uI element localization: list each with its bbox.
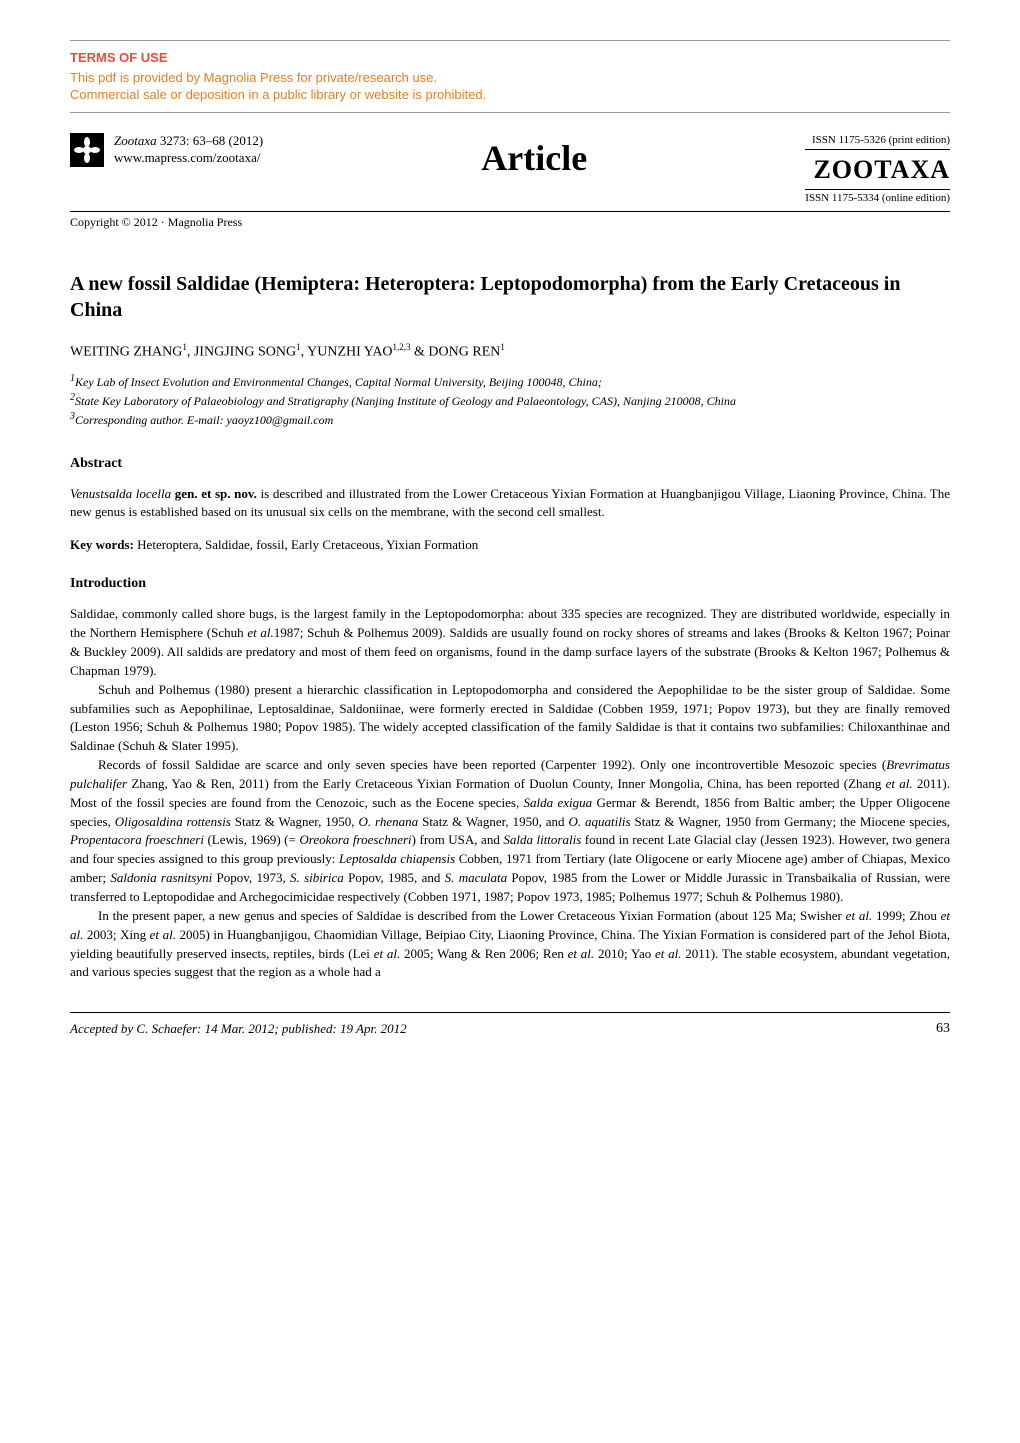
page-number: 63 [936, 1019, 950, 1039]
issn-online: ISSN 1175-5334 (online edition) [805, 189, 950, 206]
issn-print: ISSN 1175-5326 (print edition) [805, 133, 950, 150]
citation-info: Zootaxa 3273: 63–68 (2012) www.mapress.c… [114, 133, 263, 167]
abstract-heading: Abstract [70, 454, 950, 474]
journal-url: www.mapress.com/zootaxa/ [114, 150, 263, 167]
copyright-line: Copyright © 2012 · Magnolia Press [70, 211, 950, 231]
affiliation-1: 1Key Lab of Insect Evolution and Environ… [70, 372, 950, 391]
introduction-heading: Introduction [70, 574, 950, 594]
header-right: ISSN 1175-5326 (print edition) ZOOTAXA I… [805, 133, 950, 206]
intro-para-1: Saldidae, commonly called shore bugs, is… [70, 605, 950, 680]
article-label: Article [481, 133, 587, 183]
author-list: WEITING ZHANG1, JINGJING SONG1, YUNZHI Y… [70, 341, 950, 362]
zootaxa-brand: ZOOTAXA [805, 152, 950, 188]
intro-para-2: Schuh and Polhemus (1980) present a hier… [70, 681, 950, 756]
magnolia-logo-icon [70, 133, 104, 167]
issue-pages: 3273: 63–68 (2012) [160, 133, 263, 148]
affiliation-3: 3Corresponding author. E-mail: yaoyz100@… [70, 410, 950, 429]
journal-name: Zootaxa [114, 133, 157, 148]
keywords-label: Key words: [70, 537, 134, 552]
flower-icon [74, 137, 100, 163]
citation-line: Zootaxa 3273: 63–68 (2012) [114, 133, 263, 150]
journal-header-row: Zootaxa 3273: 63–68 (2012) www.mapress.c… [70, 133, 950, 206]
terms-line-2: Commercial sale or deposition in a publi… [70, 87, 950, 104]
intro-para-3: Records of fossil Saldidae are scarce an… [70, 756, 950, 907]
header-left: Zootaxa 3273: 63–68 (2012) www.mapress.c… [70, 133, 263, 167]
terms-line-1: This pdf is provided by Magnolia Press f… [70, 70, 950, 87]
keywords-value: Heteroptera, Saldidae, fossil, Early Cre… [134, 537, 478, 552]
terms-title: TERMS OF USE [70, 49, 950, 67]
keywords-line: Key words: Heteroptera, Saldidae, fossil… [70, 536, 950, 554]
accepted-date: Accepted by C. Schaefer: 14 Mar. 2012; p… [70, 1020, 407, 1038]
affiliation-2: 2State Key Laboratory of Palaeobiology a… [70, 391, 950, 410]
paper-title: A new fossil Saldidae (Hemiptera: Hetero… [70, 271, 950, 323]
intro-para-4: In the present paper, a new genus and sp… [70, 907, 950, 982]
page-footer: Accepted by C. Schaefer: 14 Mar. 2012; p… [70, 1012, 950, 1039]
affiliations: 1Key Lab of Insect Evolution and Environ… [70, 372, 950, 428]
abstract-text: Venustsalda locella gen. et sp. nov. is … [70, 485, 950, 521]
terms-of-use-box: TERMS OF USE This pdf is provided by Mag… [70, 40, 950, 113]
